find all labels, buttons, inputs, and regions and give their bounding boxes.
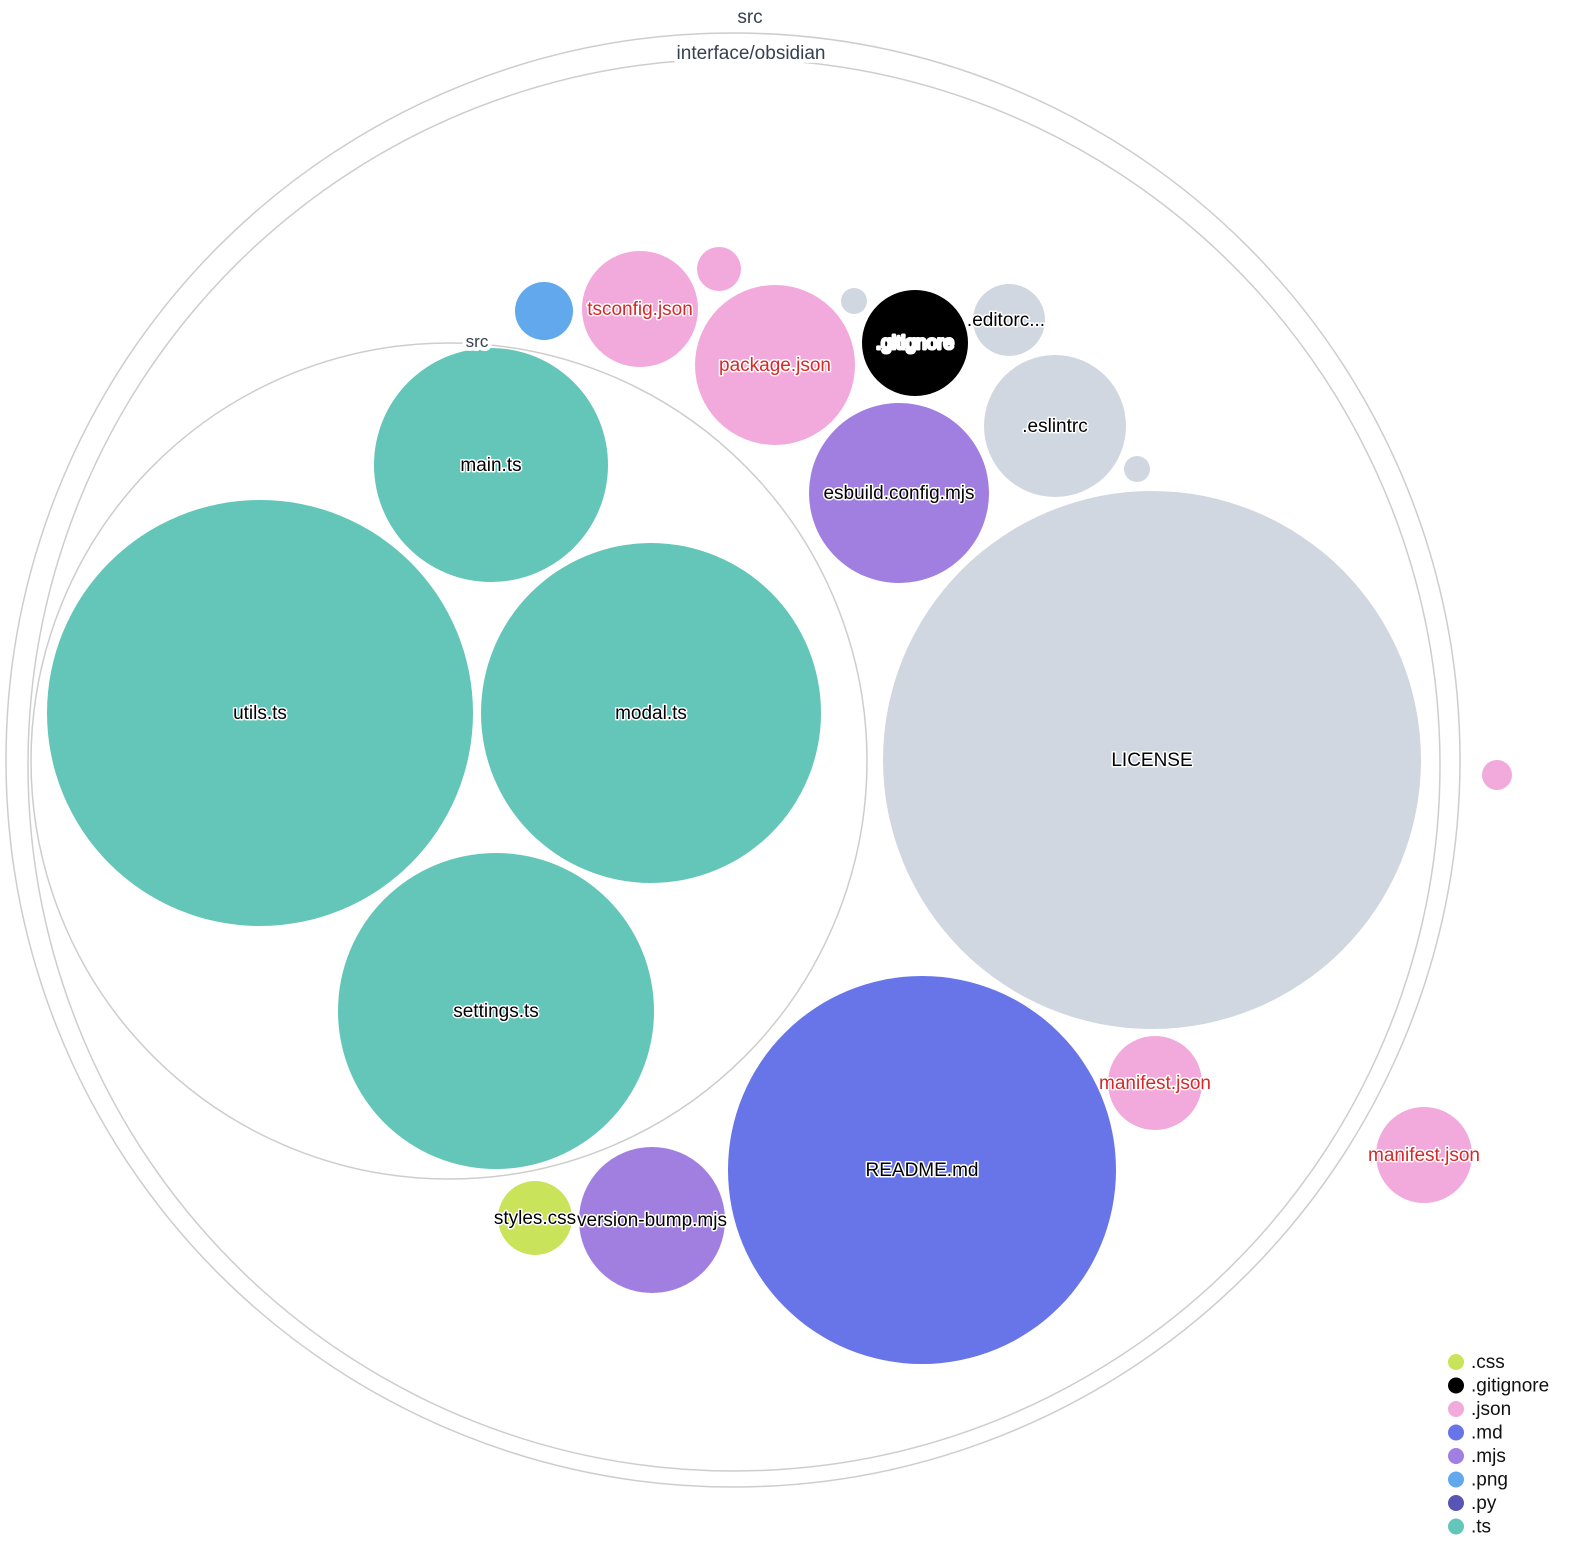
file-label: main.ts	[460, 455, 521, 476]
legend-label: .ts	[1471, 1517, 1491, 1538]
legend-label: .png	[1471, 1470, 1508, 1491]
legend-label: .json	[1471, 1399, 1511, 1420]
legend-swatch	[1448, 1424, 1464, 1441]
file-bubble[interactable]	[1124, 456, 1150, 482]
folder-ring[interactable]	[30, 342, 868, 1180]
folder-label: interface/obsidian	[677, 43, 826, 64]
folder-ring[interactable]	[27, 58, 1441, 1472]
legend-swatch	[1448, 1518, 1464, 1535]
file-label: esbuild.config.mjs	[823, 483, 974, 504]
file-bubble[interactable]	[697, 247, 741, 291]
legend-label: .css	[1471, 1352, 1505, 1373]
file-label: README.md	[866, 1160, 979, 1181]
file-bubble[interactable]	[481, 543, 821, 883]
file-bubble[interactable]	[579, 1147, 725, 1293]
legend-swatch	[1448, 1471, 1464, 1488]
file-bubble[interactable]	[582, 251, 698, 367]
legend-swatch	[1448, 1377, 1464, 1394]
folder-ring[interactable]	[5, 32, 1461, 1488]
file-label: version-bump.mjs	[577, 1210, 727, 1231]
file-bubble[interactable]	[883, 491, 1421, 1029]
file-label: .gitignore	[876, 333, 954, 354]
file-label: tsconfig.json	[587, 299, 693, 320]
file-label: .editorc...	[967, 310, 1045, 331]
legend: .css .gitignore.json .md.mjs .png.py .ts	[1448, 1352, 1549, 1538]
file-label: utils.ts	[233, 703, 287, 724]
file-label: modal.ts	[615, 703, 687, 724]
file-bubble[interactable]	[862, 290, 968, 396]
file-label: .eslintrc	[1022, 416, 1087, 437]
file-label: manifest.json	[1099, 1073, 1211, 1094]
file-bubble[interactable]	[728, 976, 1116, 1364]
file-bubble[interactable]	[374, 348, 608, 582]
folder-label: src	[466, 332, 489, 351]
file-bubble[interactable]	[338, 853, 654, 1169]
file-label: styles.css	[494, 1208, 576, 1229]
file-bubble[interactable]	[973, 284, 1045, 356]
legend-label: .gitignore	[1471, 1376, 1549, 1397]
file-label: LICENSE	[1111, 750, 1192, 771]
legend-swatch	[1448, 1401, 1464, 1417]
file-bubble[interactable]	[1482, 760, 1512, 790]
file-label: package.json	[719, 355, 831, 376]
folder-label: src	[737, 7, 762, 28]
legend-swatch	[1448, 1448, 1464, 1464]
file-bubble[interactable]	[695, 285, 855, 445]
file-bubble[interactable]	[984, 355, 1126, 497]
file-bubble[interactable]	[515, 282, 573, 340]
file-bubble[interactable]	[809, 403, 989, 583]
file-bubble[interactable]	[841, 288, 867, 314]
legend-label: .mjs	[1471, 1446, 1506, 1467]
file-bubble[interactable]	[47, 500, 473, 926]
file-bubble[interactable]	[498, 1181, 572, 1255]
legend-label: .py	[1471, 1493, 1497, 1514]
file-label: settings.ts	[453, 1001, 539, 1022]
file-label: manifest.json	[1368, 1145, 1480, 1166]
file-bubble[interactable]	[1376, 1107, 1472, 1203]
legend-label: .md	[1471, 1423, 1503, 1444]
legend-swatch	[1448, 1354, 1464, 1370]
file-bubble[interactable]	[1108, 1036, 1202, 1130]
legend-swatch	[1448, 1495, 1464, 1511]
